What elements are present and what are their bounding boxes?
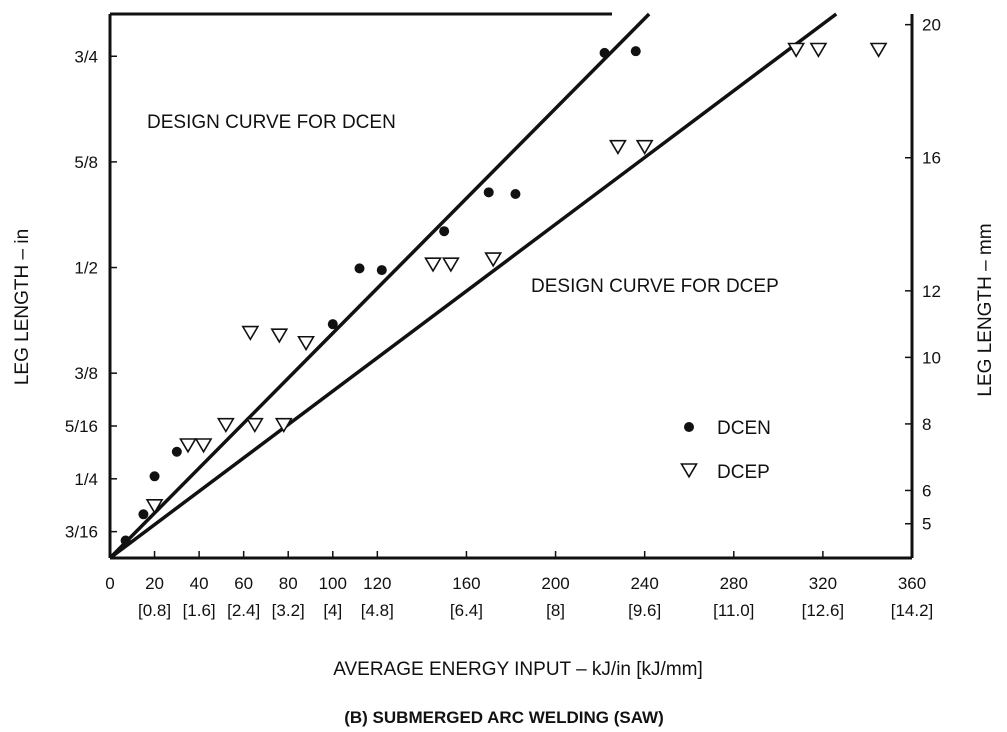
- point-dcep: [241, 325, 260, 341]
- point-dcen: [138, 509, 149, 520]
- point-dcen: [630, 46, 641, 57]
- x-tick-label: 240: [630, 574, 658, 593]
- point-dcep: [635, 139, 654, 156]
- point-dcep: [297, 335, 315, 352]
- y-axis-label-right: LEG LENGTH – mm: [975, 223, 996, 396]
- design-line-dcen: [108, 12, 651, 560]
- x-tick-label-metric: [11.0]: [713, 601, 754, 620]
- legend-marker-dcep: [680, 463, 698, 479]
- x-tick-label: 200: [541, 574, 569, 593]
- line-label-dcep: DESIGN CURVE FOR DCEP: [531, 276, 779, 297]
- y-axis-left: 3/16 1/4 5/16 3/8 1/2 5/8 3/4: [65, 47, 117, 542]
- y-tick-label-left: 3/4: [74, 47, 98, 66]
- x-tick-label-metric: [14.2]: [891, 601, 934, 620]
- point-dcen: [120, 535, 131, 546]
- point-dcep: [179, 438, 197, 454]
- point-dcen: [149, 471, 160, 482]
- point-dcep: [245, 417, 264, 434]
- x-tick-label: 100: [319, 574, 347, 593]
- point-dcep: [274, 417, 293, 434]
- y-tick-label-right: 20: [922, 16, 941, 35]
- y-tick-label-right: 5: [922, 515, 931, 534]
- x-tick-label: 360: [898, 574, 926, 593]
- y-tick-label-right: 16: [922, 149, 941, 168]
- markers: [120, 42, 888, 546]
- x-tick-label-metric: [0.8]: [138, 601, 171, 620]
- x-tick-label-metric: [6.4]: [450, 601, 483, 620]
- x-tick-label-metric: [3.2]: [272, 601, 305, 620]
- legend-label-dcep: DCEP: [717, 462, 770, 483]
- point-dcep: [609, 139, 627, 156]
- x-tick-label-metric: [12.6]: [802, 601, 845, 620]
- point-dcen: [439, 226, 450, 237]
- y-tick-label-left: 3/16: [65, 523, 98, 542]
- line-label-dcen: DESIGN CURVE FOR DCEN: [147, 112, 396, 133]
- x-axis: 0 20 40 60 80 100 120 160 200 240 280 320 360 [0.8] [1…: [105, 551, 933, 620]
- point-dcep: [194, 438, 213, 454]
- x-tick-label: 60: [234, 574, 253, 593]
- x-tick-label-metric: [8]: [546, 601, 565, 620]
- x-tick-label: 0: [105, 574, 114, 593]
- point-dcen: [354, 263, 365, 274]
- y-tick-label-right: 10: [922, 348, 941, 367]
- x-tick-label-metric: [4.8]: [361, 601, 394, 620]
- point-dcen: [599, 47, 610, 58]
- x-tick-label-metric: [9.6]: [628, 601, 661, 620]
- design-lines: [108, 12, 838, 560]
- x-tick-label: 160: [452, 574, 480, 593]
- point-dcep: [145, 499, 164, 515]
- y-tick-label-left: 1/4: [74, 470, 98, 489]
- y-tick-label-left: 5/16: [65, 417, 98, 436]
- point-dcep: [216, 417, 235, 434]
- point-dcen: [376, 265, 387, 276]
- point-dcep: [809, 42, 828, 58]
- y-tick-label-left: 3/8: [74, 364, 98, 383]
- point-dcep: [441, 257, 460, 273]
- point-dcen: [483, 187, 494, 198]
- y-tick-label-left: 5/8: [74, 153, 98, 172]
- x-tick-label: 120: [363, 574, 391, 593]
- x-tick-label: 80: [279, 574, 298, 593]
- point-dcep: [270, 328, 289, 344]
- x-tick-label-metric: [1.6]: [183, 601, 216, 620]
- y-tick-label-right: 12: [922, 282, 941, 301]
- x-tick-label: 20: [145, 574, 164, 593]
- point-dcep: [787, 42, 806, 58]
- x-tick-label: 40: [190, 574, 209, 593]
- point-dcep: [424, 257, 442, 273]
- y-axis-right: 5 6 8 10 12 16 20: [905, 16, 941, 534]
- legend: DCEN DCEP: [680, 418, 771, 483]
- point-dcen: [510, 189, 521, 200]
- y-axis-label-left: LEG LENGTH – in: [12, 229, 33, 385]
- chart-caption: (B) SUBMERGED ARC WELDING (SAW): [344, 708, 664, 727]
- point-dcep: [869, 42, 888, 58]
- point-dcen: [327, 319, 338, 330]
- x-axis-label: AVERAGE ENERGY INPUT – kJ/in [kJ/mm]: [333, 659, 703, 680]
- point-dcep: [484, 252, 503, 268]
- y-tick-label-right: 6: [922, 481, 931, 500]
- design-line-dcep: [108, 12, 838, 560]
- x-tick-label-metric: [2.4]: [227, 601, 260, 620]
- plot-frame: [108, 12, 914, 560]
- x-tick-label: 320: [809, 574, 837, 593]
- y-tick-label-left: 1/2: [74, 259, 98, 278]
- x-tick-label: 280: [720, 574, 748, 593]
- legend-label-dcen: DCEN: [717, 418, 771, 439]
- point-dcen: [171, 446, 182, 457]
- legend-marker-dcen: [684, 422, 694, 432]
- x-tick-label-metric: [4]: [323, 601, 342, 620]
- y-tick-label-right: 8: [922, 415, 931, 434]
